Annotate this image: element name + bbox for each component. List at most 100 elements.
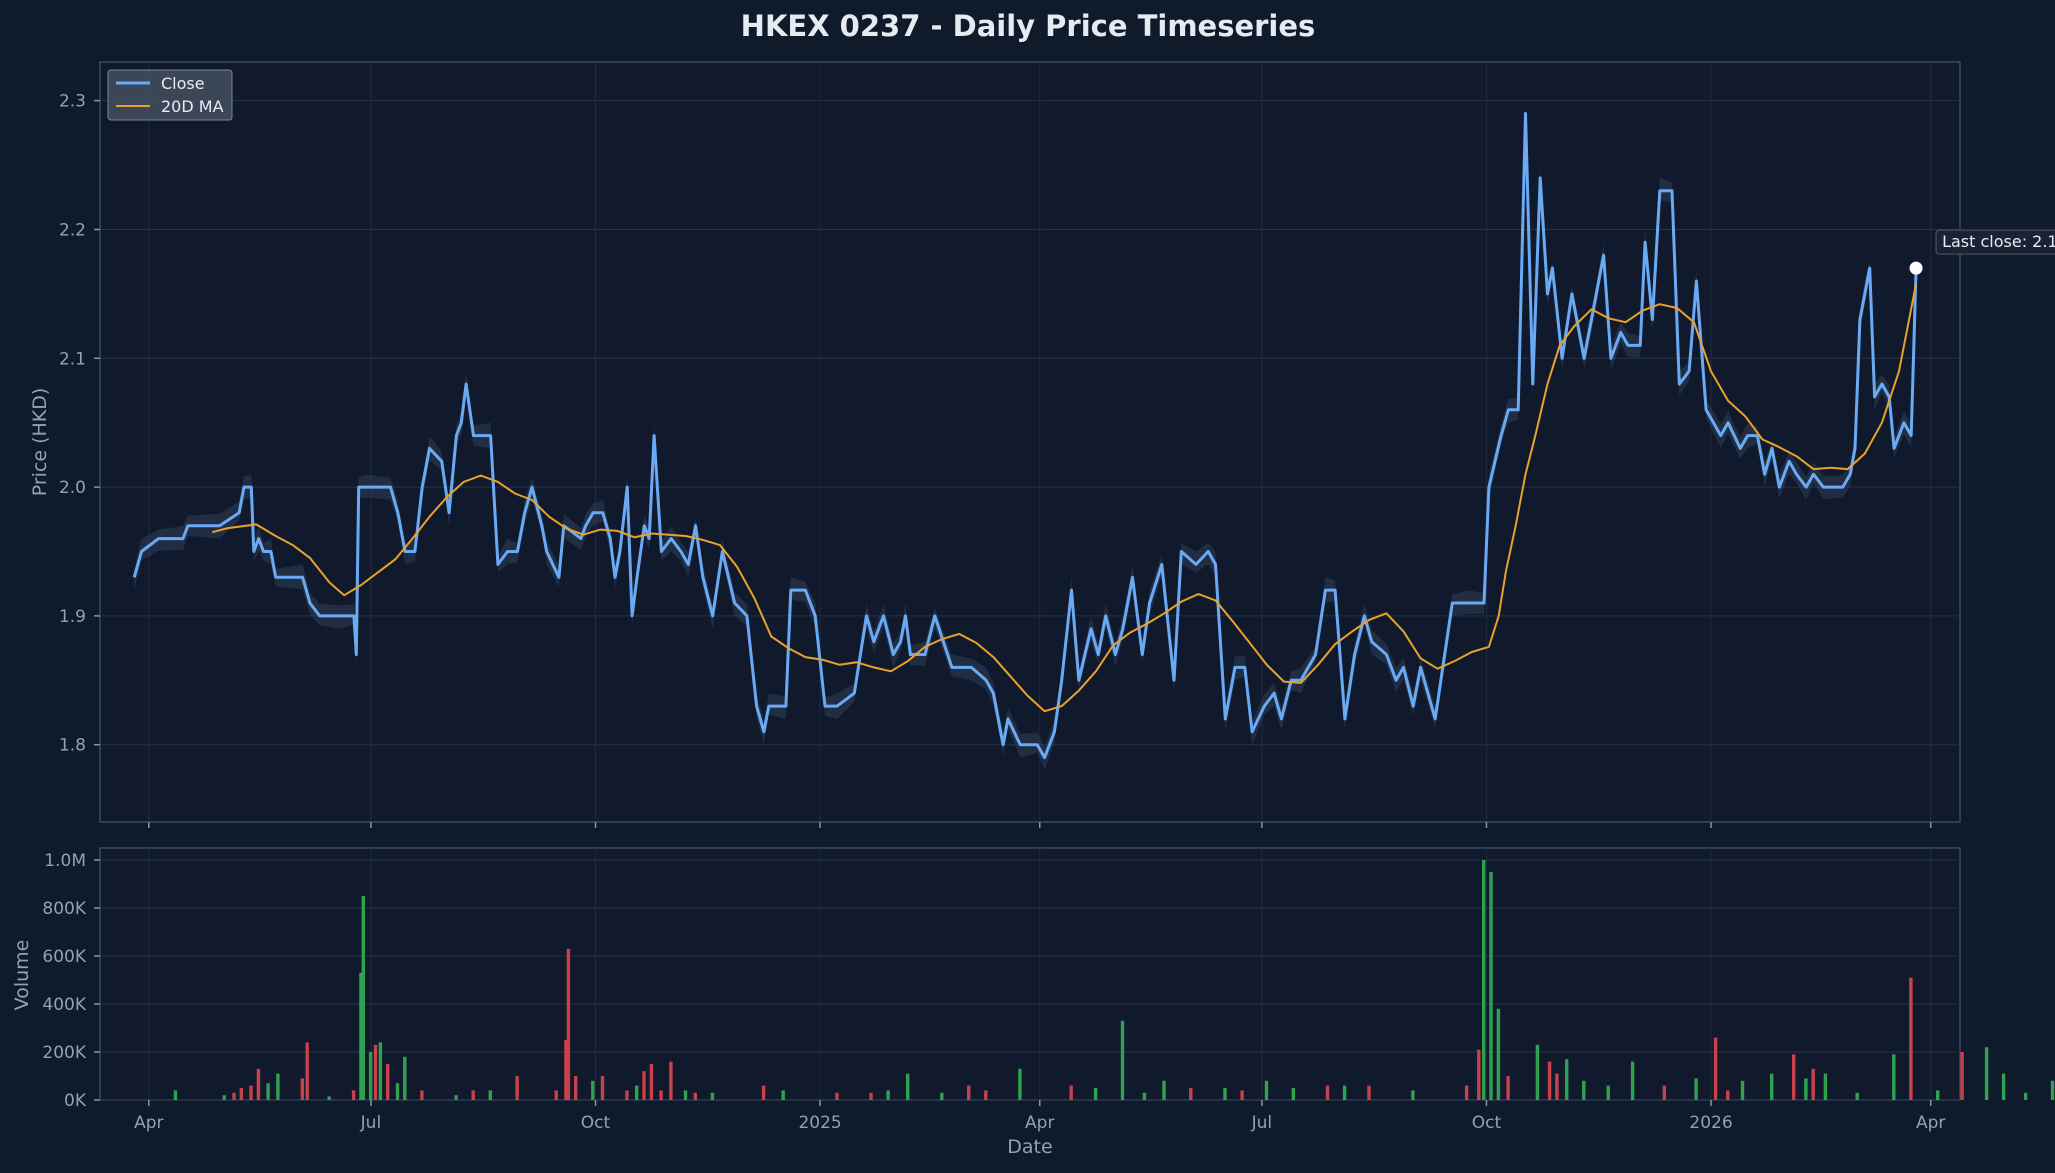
volume-bar [1489,872,1493,1100]
volume-bar [669,1061,673,1100]
volume-bar [566,948,571,1100]
last-close-marker [1909,261,1923,275]
volume-bar [276,1073,280,1100]
ma-20d-line [212,283,1918,713]
volume-bar [1189,1088,1193,1100]
volume-bar [635,1085,639,1100]
volume-bar [1662,1085,1666,1100]
volume-bar [710,1092,715,1100]
x-tick-label: Jul [1251,1113,1273,1133]
last-close-annotation: Last close: 2.170 [1909,229,2055,275]
volume-bar [1960,1052,1964,1100]
volume-bar [1694,1078,1698,1100]
volume-bar [967,1085,971,1100]
volume-bar [1506,1076,1510,1100]
x-tick-label: 2025 [798,1113,841,1133]
volume-bar [351,1090,356,1100]
volume-bar [1240,1090,1244,1100]
volume-bar [305,1042,309,1100]
volume-bar [906,1073,910,1100]
volume-bar [515,1076,519,1100]
volume-tick-label: 0K [64,1091,87,1111]
volume-bar [984,1090,988,1100]
volume-bar [2050,1080,2055,1100]
volume-bar [1477,1049,1481,1100]
volume-bar [625,1090,629,1100]
volume-bar [1582,1080,1586,1100]
volume-bar [683,1090,688,1100]
volume-bar [378,1042,383,1100]
volume-bar [368,1052,373,1100]
price-tick-label: 1.8 [59,736,86,756]
volume-bar [1936,1090,1940,1100]
volume-bar [1367,1085,1371,1100]
chart-title: HKEX 0237 - Daily Price Timeseries [741,9,1316,43]
volume-tick-label: 400K [42,995,86,1015]
volume-bar [1464,1085,1469,1100]
volume-bar [249,1085,253,1100]
price-y-axis-label: Price (HKD) [29,388,51,497]
volume-bar [1606,1085,1610,1100]
x-axis-label: Date [1007,1136,1052,1158]
volume-bar [642,1071,646,1100]
price-gridlines [100,62,1960,822]
volume-bar [2001,1073,2006,1100]
volume-bar [554,1090,558,1100]
volume-bars [173,860,2055,1100]
volume-bar [1142,1092,1147,1100]
volume-bar [300,1078,304,1100]
volume-bar [1291,1088,1295,1100]
volume-bar [1162,1080,1166,1100]
volume-bar [386,1064,390,1100]
volume-bar [591,1080,595,1100]
volume-bar [1264,1080,1269,1100]
x-tick-label: Apr [134,1113,163,1133]
volume-bar [1069,1085,1073,1100]
volume-bar [781,1090,785,1100]
volume-y-axis-label: Volume [11,940,33,1011]
price-tick-label: 2.1 [59,349,86,369]
volume-bar [1342,1085,1347,1100]
volume-bar [1482,860,1486,1100]
volume-bar [1325,1085,1330,1100]
volume-bar [574,1076,578,1100]
volume-tick-label: 800K [42,899,86,919]
price-tick-label: 1.9 [59,607,86,627]
volume-bar [488,1090,492,1100]
volume-panel [99,847,1961,1101]
volume-bar [659,1090,663,1100]
volume-bar [1811,1068,1815,1100]
x-axis-ticks: Apr Jul Oct 2025 Apr Jul Oct 2026 Apr [134,822,1945,1133]
legend: Close 20D MA [107,69,233,121]
volume-bar [1770,1073,1774,1100]
last-close-box [1935,229,2055,255]
volume-bar [761,1085,766,1100]
volume-bar [1496,1008,1501,1100]
close-line [132,112,1918,760]
price-tick-label: 2.0 [59,478,86,498]
x-tick-label: Jul [360,1113,382,1133]
volume-bar [1547,1061,1552,1100]
volume-bar [2023,1092,2028,1100]
x-tick-label: Oct [581,1113,611,1133]
price-series [132,112,1918,760]
volume-bar [649,1064,654,1100]
x-tick-label: Apr [1025,1113,1054,1133]
x-tick-label: Oct [1472,1113,1502,1133]
volume-bar [1713,1037,1718,1100]
volume-bar [1555,1073,1559,1100]
x-tick-label: Apr [1916,1113,1945,1133]
volume-bar [239,1088,243,1100]
volume-bar [1984,1047,1989,1100]
volume-bar [564,1040,568,1100]
volume-bar [1892,1054,1896,1100]
volume-bar [373,1044,378,1100]
volume-gridlines [100,848,1960,1101]
volume-bar [403,1056,407,1100]
volume-bar [361,896,365,1100]
legend-close-label: Close [161,74,205,93]
volume-bar [1411,1090,1415,1100]
volume-bar [222,1095,226,1100]
price-tick-label: 2.3 [59,92,86,112]
volume-bar [395,1083,400,1100]
